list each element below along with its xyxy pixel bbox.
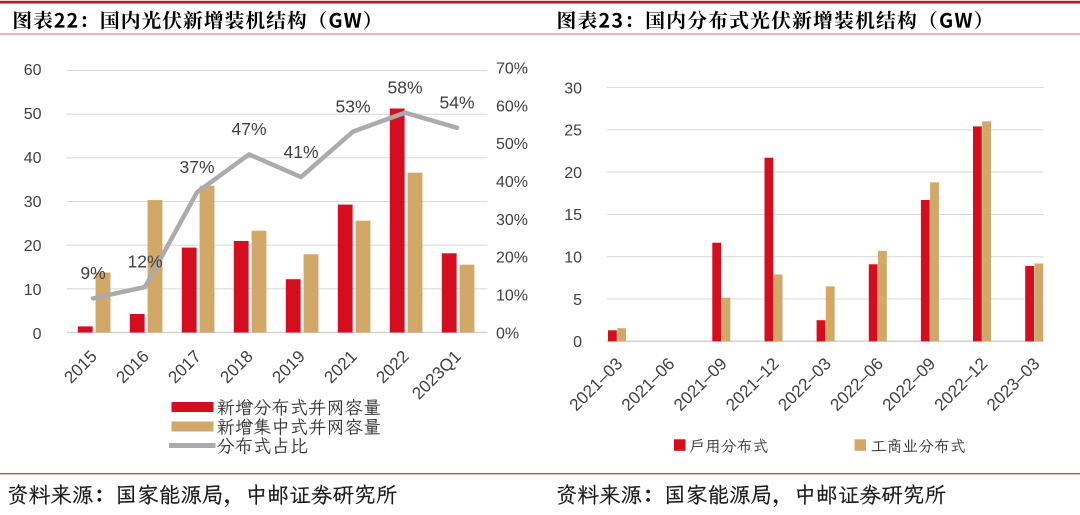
- svg-text:0%: 0%: [496, 325, 519, 342]
- svg-text:10: 10: [24, 282, 42, 299]
- svg-text:58%: 58%: [387, 77, 422, 97]
- svg-text:30: 30: [564, 80, 582, 97]
- svg-text:0: 0: [33, 326, 42, 343]
- svg-text:53%: 53%: [335, 96, 370, 116]
- svg-text:37%: 37%: [179, 157, 214, 177]
- svg-text:60: 60: [24, 62, 42, 79]
- svg-text:70%: 70%: [496, 61, 528, 78]
- svg-text:12%: 12%: [127, 252, 162, 272]
- svg-text:40: 40: [24, 150, 42, 167]
- svg-text:25: 25: [564, 123, 582, 140]
- svg-text:20: 20: [24, 238, 42, 255]
- svg-text:50: 50: [24, 106, 42, 123]
- svg-text:9%: 9%: [80, 263, 105, 283]
- svg-text:10%: 10%: [496, 288, 528, 305]
- svg-text:47%: 47%: [231, 119, 266, 139]
- svg-text:50%: 50%: [496, 136, 528, 153]
- svg-text:10: 10: [564, 250, 582, 267]
- svg-text:0: 0: [573, 334, 582, 351]
- svg-text:20%: 20%: [496, 250, 528, 267]
- svg-text:20: 20: [564, 165, 582, 182]
- svg-text:30%: 30%: [496, 212, 528, 229]
- svg-text:41%: 41%: [283, 142, 318, 162]
- svg-text:30: 30: [24, 194, 42, 211]
- svg-text:5: 5: [573, 292, 582, 309]
- svg-text:40%: 40%: [496, 174, 528, 191]
- svg-text:60%: 60%: [496, 98, 528, 115]
- svg-text:54%: 54%: [439, 93, 474, 113]
- svg-text:15: 15: [564, 207, 582, 224]
